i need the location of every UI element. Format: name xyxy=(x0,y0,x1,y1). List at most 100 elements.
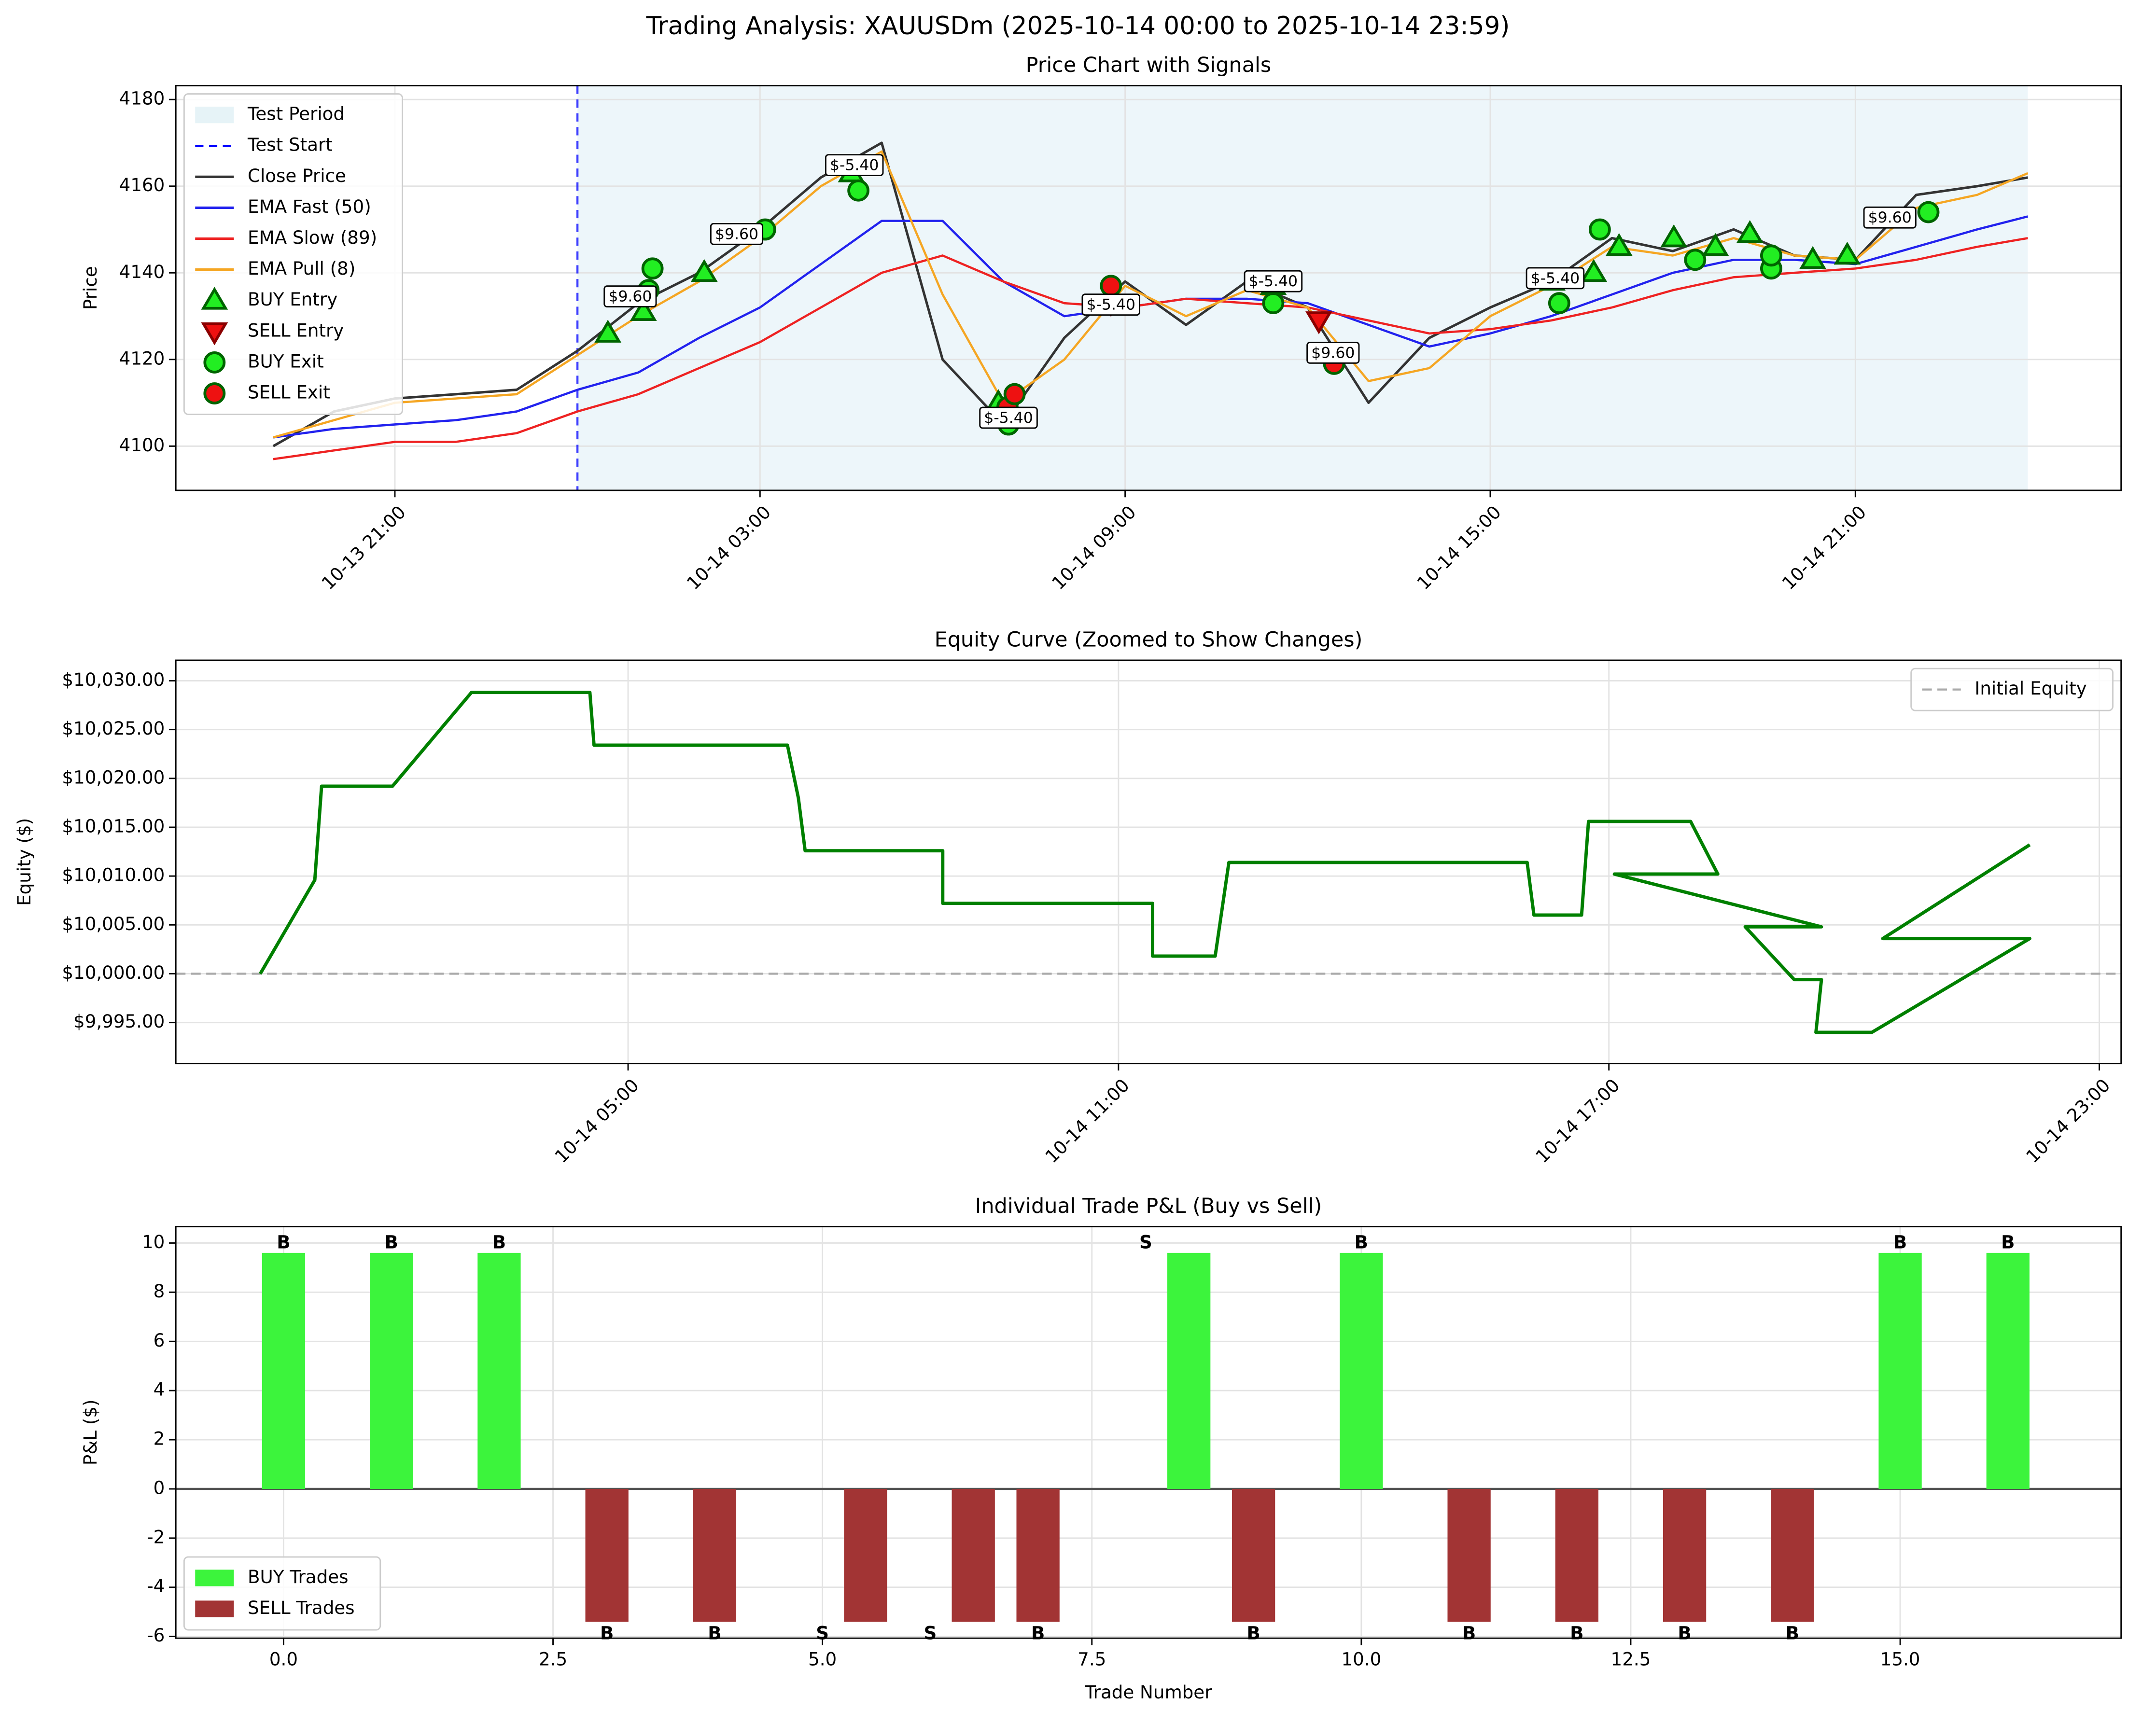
annotation-text: $9.60 xyxy=(608,288,652,306)
line-series xyxy=(273,237,2028,460)
y-axis-label: P&L ($) xyxy=(80,1399,101,1465)
marker xyxy=(1917,201,1940,223)
y-tick-label: 4120 xyxy=(119,348,165,369)
annotation: $9.60 xyxy=(1306,341,1360,364)
trade-side-label: B xyxy=(1893,1231,1907,1252)
y-tick-label: $10,010.00 xyxy=(62,864,165,886)
legend-label: EMA Fast (50) xyxy=(248,196,371,217)
y-tick-label: -2 xyxy=(147,1526,165,1547)
bar xyxy=(1986,1252,2030,1489)
trade-side-label: B xyxy=(1570,1622,1583,1643)
legend-label: SELL Trades xyxy=(248,1597,355,1618)
plot-frame xyxy=(175,85,2122,491)
trade-side-label: B xyxy=(1462,1622,1476,1643)
annotation-text: $9.60 xyxy=(1868,209,1912,226)
y-tick-label: $10,020.00 xyxy=(62,766,165,788)
bar xyxy=(844,1488,887,1622)
y-tick-label: 4 xyxy=(154,1379,165,1400)
legend-label: BUY Entry xyxy=(248,289,337,310)
legend: Initial Equity xyxy=(1910,667,2114,711)
x-tick-label: 5.0 xyxy=(808,1648,837,1669)
x-tick-label: 10-14 23:00 xyxy=(2022,1074,2114,1167)
y-tick-label: $10,015.00 xyxy=(62,815,165,836)
marker xyxy=(594,320,622,343)
annotation-text: $9.60 xyxy=(1311,344,1355,361)
bar xyxy=(1167,1252,1211,1489)
annotation-text: $9.60 xyxy=(715,225,758,243)
y-tick-label: 4160 xyxy=(119,174,165,195)
y-tick-label: 4100 xyxy=(119,434,165,456)
annotation: $-5.40 xyxy=(1081,293,1140,316)
annotation: $9.60 xyxy=(710,222,764,245)
annotation-text: $-5.40 xyxy=(1086,296,1135,314)
shaded-region xyxy=(577,85,2028,490)
bar xyxy=(1232,1488,1275,1622)
x-tick-label: 10-14 15:00 xyxy=(1413,501,1505,594)
trade-side-label: B xyxy=(708,1622,721,1643)
legend-label: EMA Pull (8) xyxy=(248,258,355,279)
legend-box xyxy=(1910,667,2114,711)
marker xyxy=(1305,311,1332,334)
annotation-text: $-5.40 xyxy=(830,157,879,174)
y-tick-label: 2 xyxy=(154,1428,165,1449)
bar xyxy=(1771,1488,1814,1622)
trade-side-label: B xyxy=(1786,1622,1799,1643)
annotation-box xyxy=(603,285,657,308)
suptitle: Trading Analysis: XAUUSDm (2025-10-14 00… xyxy=(646,12,1510,41)
x-tick-label: 7.5 xyxy=(1078,1648,1106,1669)
bar xyxy=(1447,1488,1491,1622)
annotation-box xyxy=(710,222,764,245)
x-tick-label: 10.0 xyxy=(1341,1648,1381,1669)
y-tick-label: 0 xyxy=(154,1477,165,1498)
trade-side-label: S xyxy=(816,1622,829,1643)
marker xyxy=(641,257,664,280)
annotation: $-5.40 xyxy=(979,406,1038,429)
marker xyxy=(1736,220,1764,243)
trade-side-label: B xyxy=(2001,1231,2015,1252)
legend-swatch xyxy=(195,1600,234,1617)
x-tick-label: 10-14 03:00 xyxy=(683,501,775,594)
panel-title: Individual Trade P&L (Buy vs Sell) xyxy=(975,1194,1322,1218)
marker xyxy=(1660,224,1688,248)
legend-label: Close Price xyxy=(248,165,346,186)
x-tick-label: 10-14 05:00 xyxy=(550,1074,643,1167)
y-tick-label: $10,000.00 xyxy=(62,962,165,983)
marker xyxy=(1702,233,1729,256)
legend-label: Initial Equity xyxy=(1974,678,2086,699)
trade-side-label: S xyxy=(1139,1231,1152,1252)
marker xyxy=(203,351,226,374)
x-tick-label: 15.0 xyxy=(1880,1648,1920,1669)
y-tick-label: 4180 xyxy=(119,88,165,109)
panel-title: Price Chart with Signals xyxy=(1026,53,1272,77)
marker xyxy=(690,259,718,282)
x-tick-label: 12.5 xyxy=(1611,1648,1651,1669)
marker xyxy=(201,322,228,346)
y-tick-label: 10 xyxy=(142,1231,165,1252)
legend-label: Test Period xyxy=(247,103,345,125)
marker xyxy=(1605,233,1633,256)
y-tick-label: -6 xyxy=(147,1625,165,1646)
marker xyxy=(1799,246,1826,269)
plot-frame xyxy=(175,659,2122,1065)
trade-side-label: B xyxy=(1678,1622,1691,1643)
annotation: $-5.40 xyxy=(825,154,884,176)
bar xyxy=(1016,1488,1060,1622)
marker xyxy=(1100,275,1122,297)
trade-side-label: B xyxy=(1246,1622,1260,1643)
marker xyxy=(1834,241,1861,265)
legend-swatch xyxy=(195,106,234,124)
annotation-box xyxy=(1306,341,1360,364)
legend: Test Period Test Start Close Price EMA Fast… xyxy=(183,93,403,415)
legend-box xyxy=(183,93,403,415)
x-tick-label: 10-14 21:00 xyxy=(1778,501,1871,594)
bar xyxy=(477,1252,521,1489)
y-tick-label: $10,005.00 xyxy=(62,913,165,934)
legend-label: Test Start xyxy=(247,134,333,155)
panel-title: Equity Curve (Zoomed to Show Changes) xyxy=(935,627,1363,652)
y-tick-label: $10,030.00 xyxy=(62,669,165,690)
x-tick-label: 10-14 09:00 xyxy=(1048,501,1140,594)
annotation-box xyxy=(1244,270,1303,292)
trade-side-label: B xyxy=(385,1231,398,1252)
